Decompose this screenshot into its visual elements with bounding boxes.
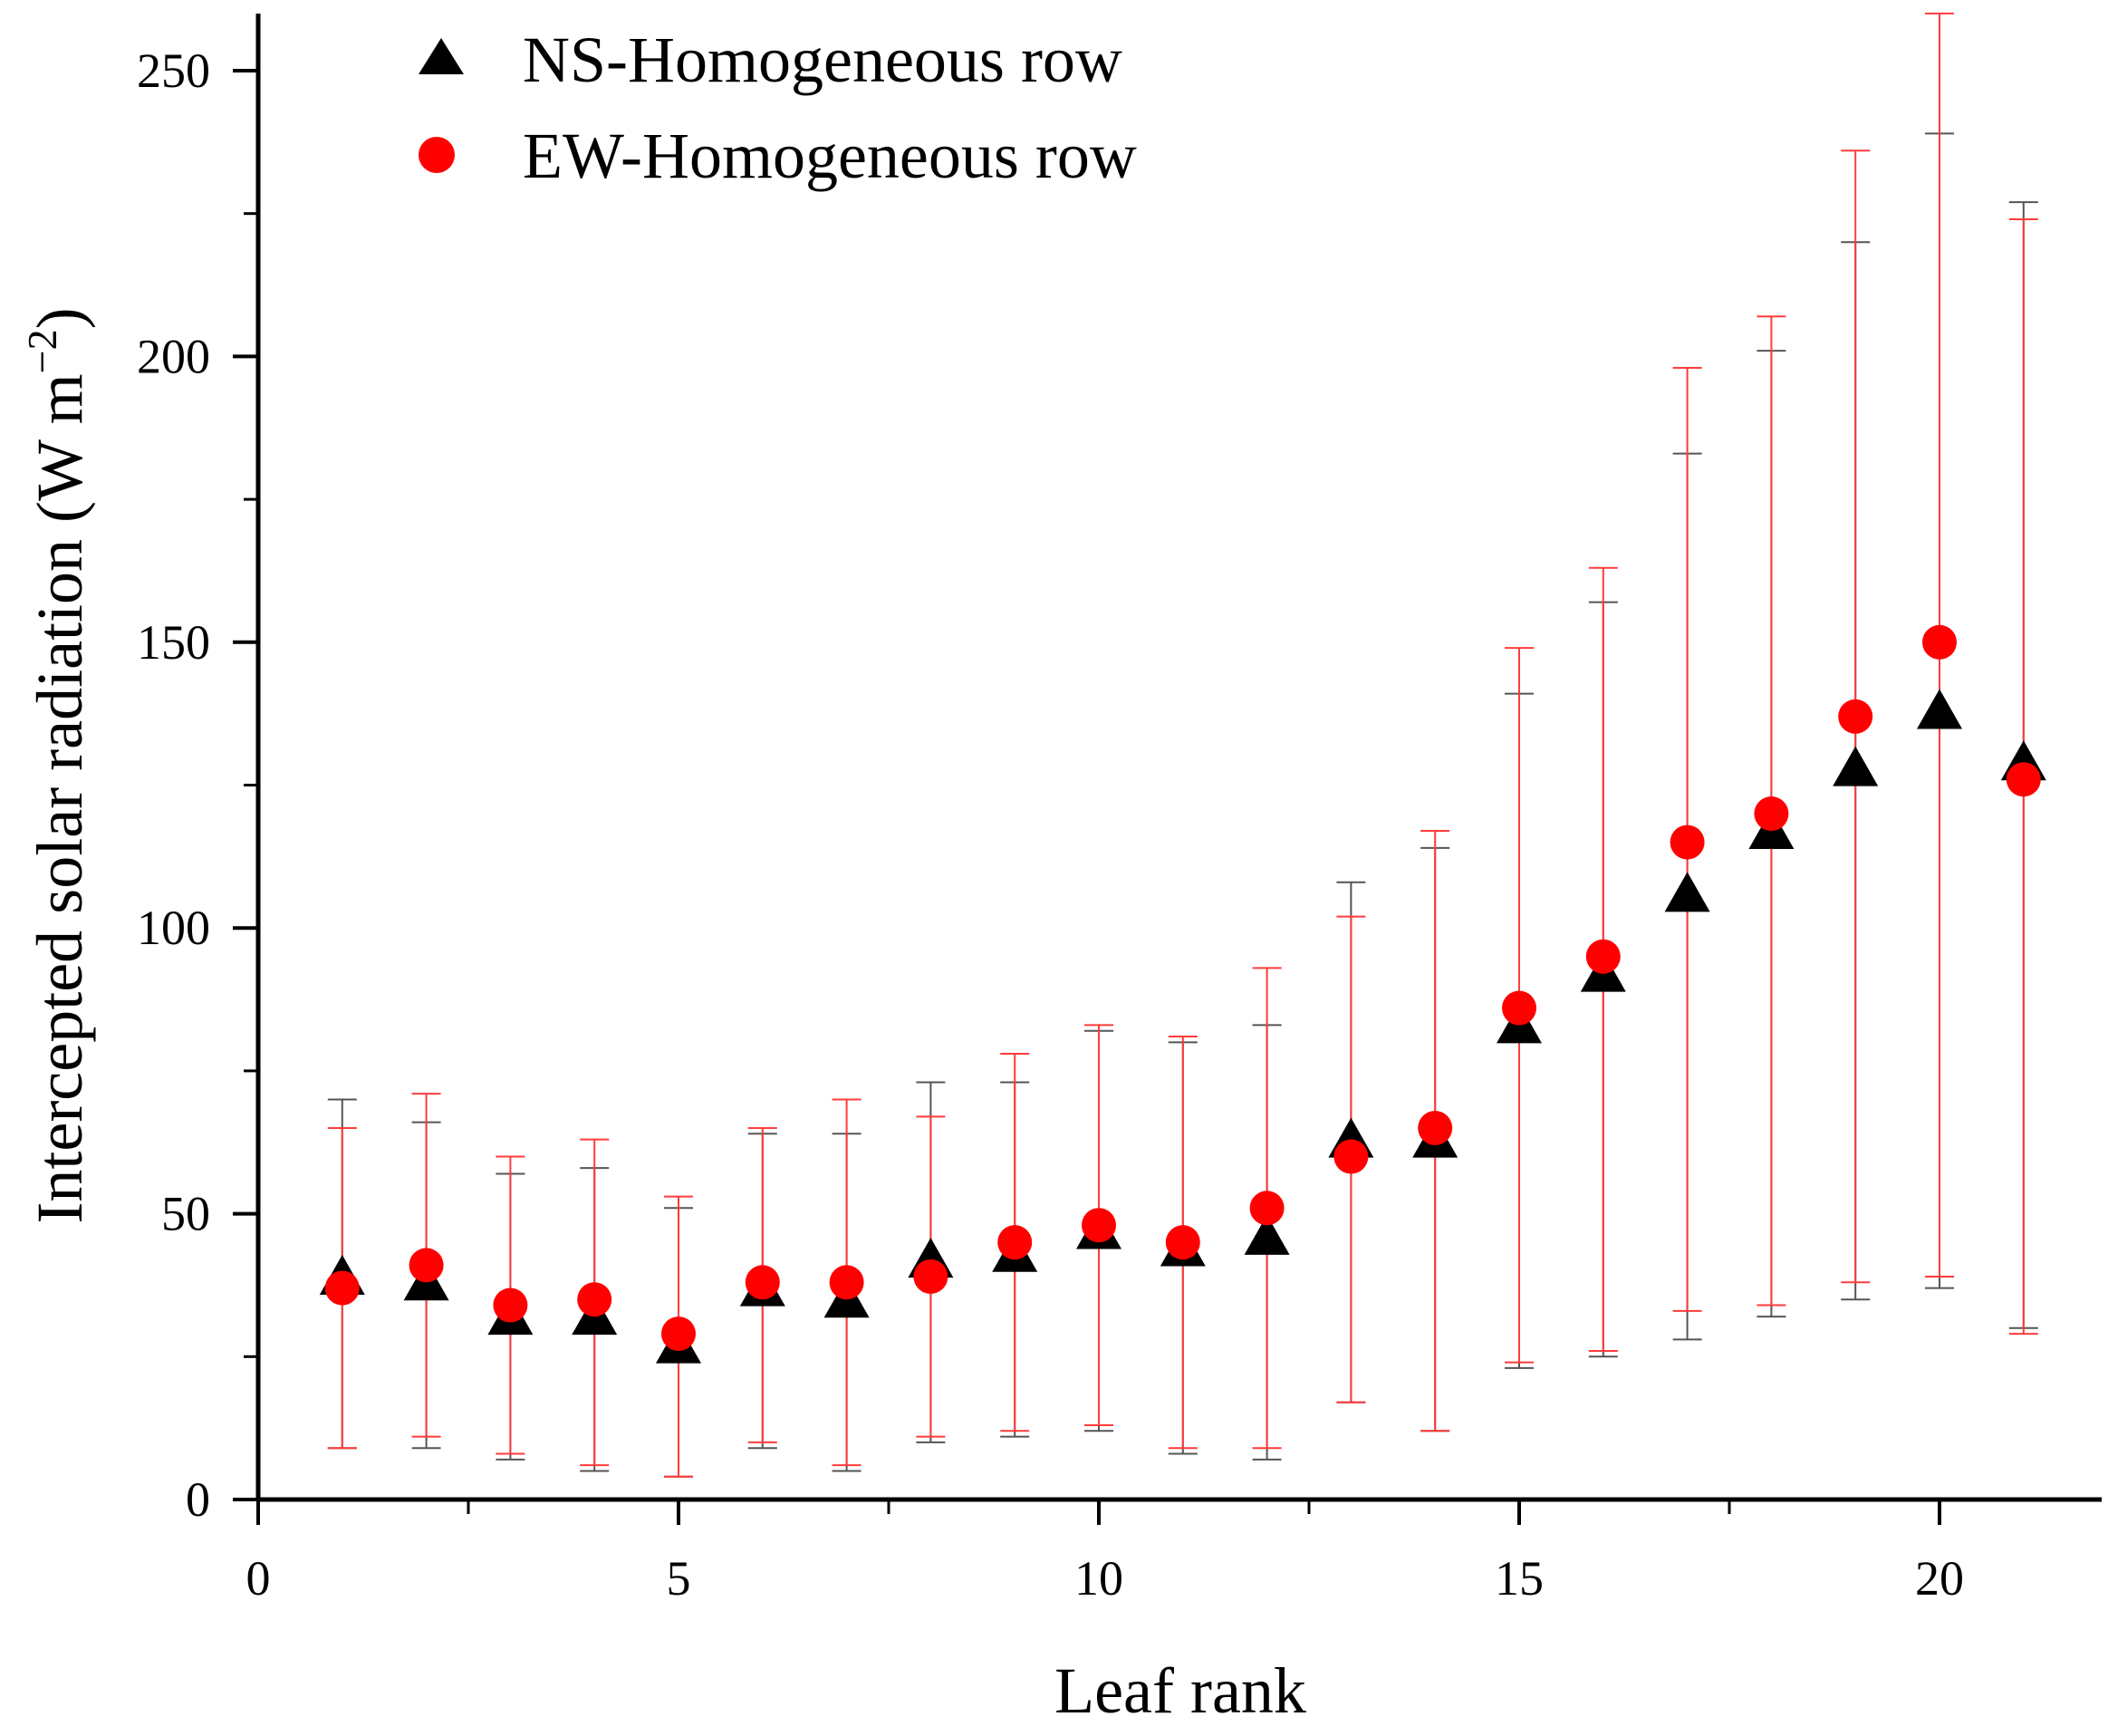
y-axis-title-main: Intercepted solar radiation (W m [24, 373, 96, 1223]
y-axis-title-close: ) [24, 307, 96, 329]
ew-circle-point [1670, 825, 1705, 860]
ew-circle-point [493, 1288, 528, 1323]
ew-circle-point [324, 1270, 360, 1306]
ew-circle-point [1333, 1139, 1369, 1174]
legend-triangle-marker [419, 38, 464, 74]
ew-circle-point [1418, 1110, 1453, 1145]
x-tick-label: 5 [667, 1551, 691, 1606]
ew-circle-point [1585, 939, 1621, 974]
legend-label-ns: NS-Homogeneous row [523, 24, 1122, 96]
ns-triangle-point [1664, 872, 1710, 912]
ew-circle-point [577, 1282, 612, 1317]
ew-circle-point [829, 1265, 864, 1300]
ew-circle-point [913, 1259, 948, 1294]
y-tick-label: 150 [137, 615, 210, 670]
ew-circle-point [745, 1265, 780, 1300]
y-axis-title-superscript: −2 [19, 329, 65, 373]
ew-circle-point [997, 1225, 1033, 1260]
x-tick-label: 0 [246, 1551, 271, 1606]
y-tick-label: 250 [137, 43, 210, 98]
y-axis-title: Intercepted solar radiation (W m−2) [19, 307, 96, 1223]
legend-circle-marker [419, 137, 455, 173]
ew-circle-point [1838, 699, 1873, 734]
ew-circle-point [1502, 990, 1536, 1026]
ns-triangle-point [1917, 689, 1962, 729]
y-tick-label: 200 [137, 329, 210, 383]
y-tick-label: 0 [186, 1472, 210, 1527]
ew-circle-point [1082, 1208, 1116, 1243]
data-markers [319, 624, 2046, 1364]
ew-circle-point [1922, 624, 1957, 660]
legend: NS-Homogeneous row EW-Homogeneous row [419, 24, 1137, 192]
x-tick-label: 20 [1915, 1551, 1964, 1606]
axes [255, 14, 2102, 1502]
x-tick-label: 10 [1074, 1551, 1123, 1606]
ew-circle-point [1754, 796, 1789, 832]
ew-circle-point [409, 1248, 444, 1283]
ew-circle-point [661, 1316, 696, 1352]
x-axis-title: Leaf rank [1054, 1654, 1306, 1727]
ns-triangle-point [1244, 1214, 1290, 1255]
y-tick-label: 100 [137, 901, 210, 955]
legend-label-ew: EW-Homogeneous row [523, 120, 1137, 192]
x-tick-label: 15 [1495, 1551, 1544, 1606]
y-tick-label: 50 [161, 1187, 210, 1241]
ns-triangle-point [1833, 746, 1879, 786]
axis-ticks [233, 69, 1941, 1525]
ew-circle-point [2006, 762, 2041, 797]
ew-circle-point [1249, 1191, 1285, 1226]
ew-circle-point [1165, 1225, 1200, 1260]
